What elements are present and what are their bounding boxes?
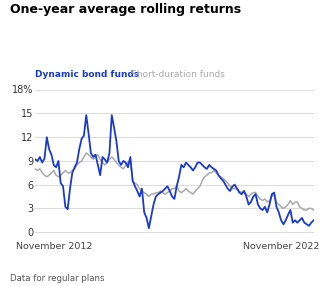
Text: Dynamic bond funds: Dynamic bond funds <box>35 70 140 79</box>
Text: Short-duration funds: Short-duration funds <box>131 70 225 79</box>
Text: November 2012: November 2012 <box>16 242 92 251</box>
Text: One-year average rolling returns: One-year average rolling returns <box>10 3 241 16</box>
Text: 18%: 18% <box>12 85 33 95</box>
Text: Data for regular plans: Data for regular plans <box>10 274 104 283</box>
Text: November 2022: November 2022 <box>244 242 320 251</box>
